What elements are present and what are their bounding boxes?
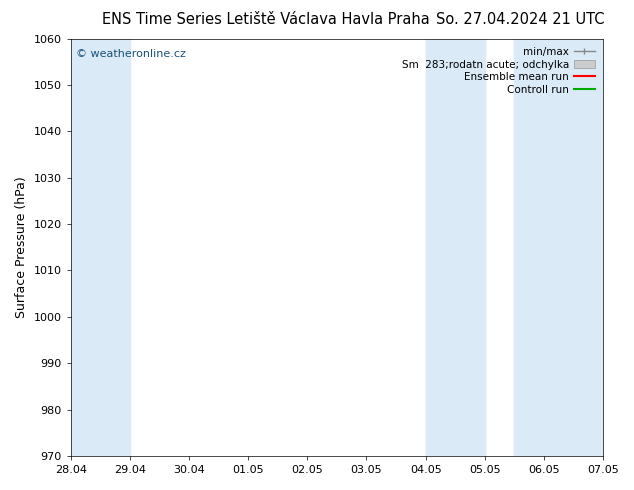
Y-axis label: Surface Pressure (hPa): Surface Pressure (hPa) — [15, 176, 28, 318]
Bar — [71, 39, 130, 456]
Text: ENS Time Series Letiště Václava Havla Praha: ENS Time Series Letiště Václava Havla Pr… — [103, 12, 430, 27]
Text: So. 27.04.2024 21 UTC: So. 27.04.2024 21 UTC — [436, 12, 604, 27]
Bar — [425, 39, 485, 456]
Bar — [514, 39, 603, 456]
Legend: min/max, Sm  283;rodatn acute; odchylka, Ensemble mean run, Controll run: min/max, Sm 283;rodatn acute; odchylka, … — [398, 44, 598, 98]
Text: © weatheronline.cz: © weatheronline.cz — [76, 49, 186, 59]
